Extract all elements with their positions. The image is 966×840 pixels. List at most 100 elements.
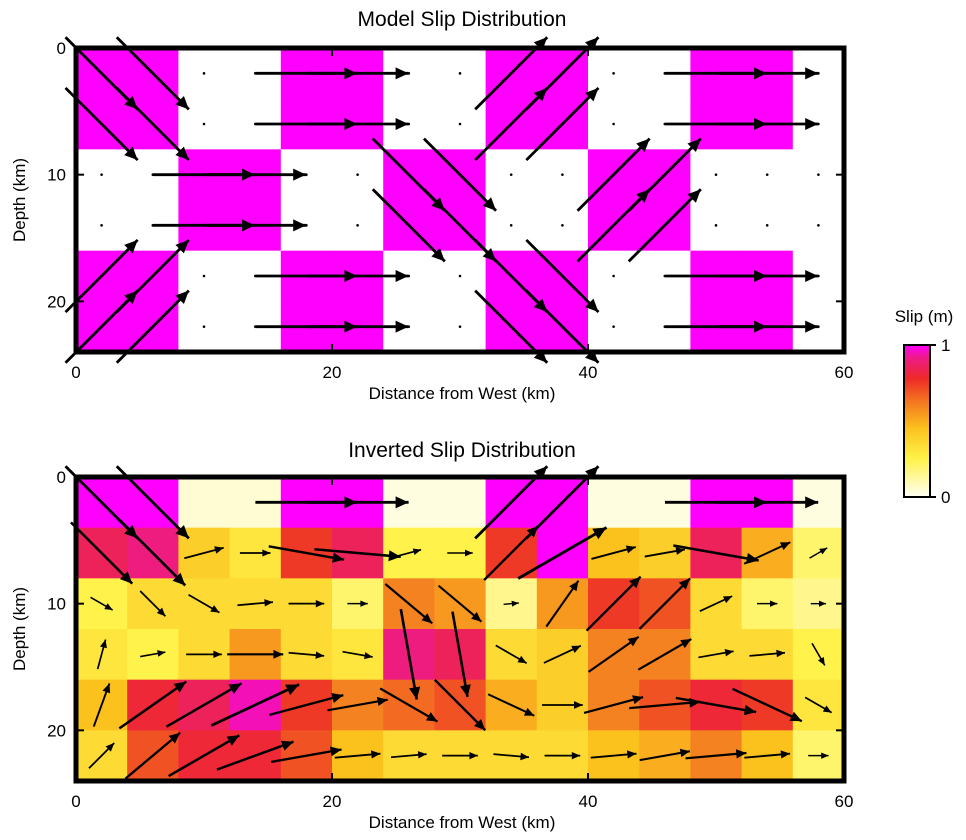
inverted-slip-arrow: [118, 680, 187, 730]
inverted-slip-arrowhead: [805, 496, 819, 509]
inverted-slip-ytick-label: 10: [47, 595, 66, 614]
model-slip-arrow: [371, 188, 446, 263]
model-slip-arrow: [422, 137, 498, 212]
colorbar: Slip (m) 1 0: [895, 307, 954, 507]
inverted-slip-arrowhead: [214, 546, 224, 554]
inverted-slip-arrowhead: [517, 655, 527, 664]
model-slip-dot: [458, 274, 462, 278]
model-slip-dot: [561, 173, 564, 176]
model-slip-arrow: [576, 188, 651, 263]
model-slip-arrowhead: [636, 189, 650, 203]
model-slip-dot: [100, 173, 103, 176]
inverted-slip-arrowhead: [821, 752, 829, 759]
model-slip-frame: [73, 45, 847, 355]
model-slip-arrowhead: [175, 95, 189, 110]
model-slip-arrowhead: [636, 138, 650, 153]
inverted-slip-xtick-label: 40: [579, 792, 598, 811]
inverted-slip-arrowhead: [627, 636, 639, 647]
inverted-slip-arrow: [119, 519, 187, 587]
model-slip-arrowhead: [585, 349, 599, 363]
inverted-slip-arrow: [210, 683, 300, 727]
inverted-slip-arrowhead: [421, 613, 433, 624]
model-slip-arrowhead: [395, 270, 409, 282]
inverted-slip-arrow: [314, 547, 401, 559]
inverted-slip-arrowhead: [679, 748, 690, 758]
inverted-slip-arrowhead: [264, 599, 273, 607]
inverted-slip-xtick-label: 0: [71, 792, 80, 811]
model-slip-xtick-label: 60: [835, 363, 854, 382]
inverted-slip-arrowhead: [395, 496, 409, 509]
inverted-slip-arrow: [732, 687, 803, 723]
inverted-slip-arrowhead: [157, 650, 166, 657]
model-slip-arrowhead: [805, 320, 819, 333]
inverted-slip-arrowhead: [678, 578, 691, 590]
model-slip-arrowhead: [533, 87, 548, 102]
inverted-slip-arrowhead: [789, 711, 802, 722]
model-slip-arrowhead: [293, 168, 307, 181]
inverted-slip-arrowhead: [332, 552, 345, 563]
model-slip-arrow: [525, 86, 600, 162]
colorbar-max-label: 1: [941, 336, 950, 355]
inverted-slip-arrow: [379, 687, 439, 723]
model-slip-dot: [458, 72, 462, 75]
inverted-slip-arrow: [675, 696, 757, 714]
inverted-slip-cell: [588, 477, 640, 529]
model-slip-dot: [509, 173, 513, 176]
inverted-slip-arrowhead: [104, 603, 113, 611]
inverted-slip-arrow: [271, 748, 342, 764]
model-slip-arrowhead: [431, 247, 445, 262]
inverted-slip-arrow: [451, 611, 469, 698]
inverted-slip-arrowhead: [331, 693, 344, 703]
model-slip-arrowhead: [124, 290, 138, 305]
model-slip-arrowhead: [805, 270, 819, 282]
model-slip-dot: [612, 122, 615, 126]
inverted-slip-arrowhead: [770, 600, 778, 607]
model-slip-dot: [356, 173, 359, 176]
inverted-slip-arrowhead: [460, 684, 471, 698]
model-slip-arrowhead: [687, 138, 701, 153]
inverted-slip-arrow: [399, 608, 419, 700]
inverted-slip-arrowhead: [626, 750, 637, 759]
inverted-slip-arrowhead: [417, 751, 427, 759]
inverted-slip-arrowhead: [228, 683, 242, 695]
inverted-slip-arrowhead: [474, 719, 486, 731]
inverted-slip-arrowhead: [175, 524, 189, 539]
inverted-slip-arrow: [165, 682, 243, 728]
inverted-slip-arrowhead: [520, 752, 529, 761]
inverted-slip-arrow: [433, 678, 487, 732]
model-slip-arrowhead: [805, 118, 819, 130]
inverted-slip-cell: [178, 477, 231, 529]
inverted-slip-arrowhead: [625, 545, 636, 554]
model-slip-arrowhead: [482, 197, 497, 211]
model-slip-arrowhead: [533, 349, 548, 363]
inverted-slip-arrowhead: [574, 701, 583, 709]
inverted-slip-ytick-label: 0: [57, 468, 66, 487]
model-slip-xlabel: Distance from West (km): [369, 384, 556, 403]
inverted-slip-arrowhead: [569, 580, 579, 592]
inverted-slip-arrowhead: [156, 607, 166, 617]
inverted-slip-arrowhead: [743, 704, 757, 716]
model-slip-ytick-label: 0: [57, 39, 66, 58]
model-slip-xtick-label: 40: [579, 363, 598, 382]
model-slip-dot: [100, 224, 103, 227]
model-slip-dot: [202, 122, 206, 126]
model-slip-arrowhead: [124, 146, 138, 161]
inverted-slip-arrowhead: [425, 712, 438, 722]
inverted-slip-arrowhead: [360, 600, 368, 607]
model-slip-arrowhead: [585, 298, 599, 313]
model-slip-arrowhead: [585, 37, 599, 51]
inverted-slip-arrowhead: [315, 651, 325, 659]
model-slip-arrowhead: [533, 37, 548, 51]
model-slip-arrowhead: [175, 146, 189, 161]
model-slip-dot: [817, 224, 820, 227]
inverted-slip-arrow: [216, 740, 294, 771]
inverted-slip-arrowhead: [329, 746, 342, 757]
inverted-slip-arrow: [269, 693, 344, 717]
inverted-slip-arrowhead: [511, 600, 519, 607]
inverted-slip-arrowhead: [412, 548, 422, 555]
inverted-slip-ytick-label: 20: [47, 721, 66, 740]
model-slip-arrowhead: [687, 189, 701, 203]
inverted-slip-arrowhead: [819, 547, 828, 555]
inverted-slip-xtick-label: 60: [835, 792, 854, 811]
inverted-slip-arrowhead: [409, 686, 421, 700]
